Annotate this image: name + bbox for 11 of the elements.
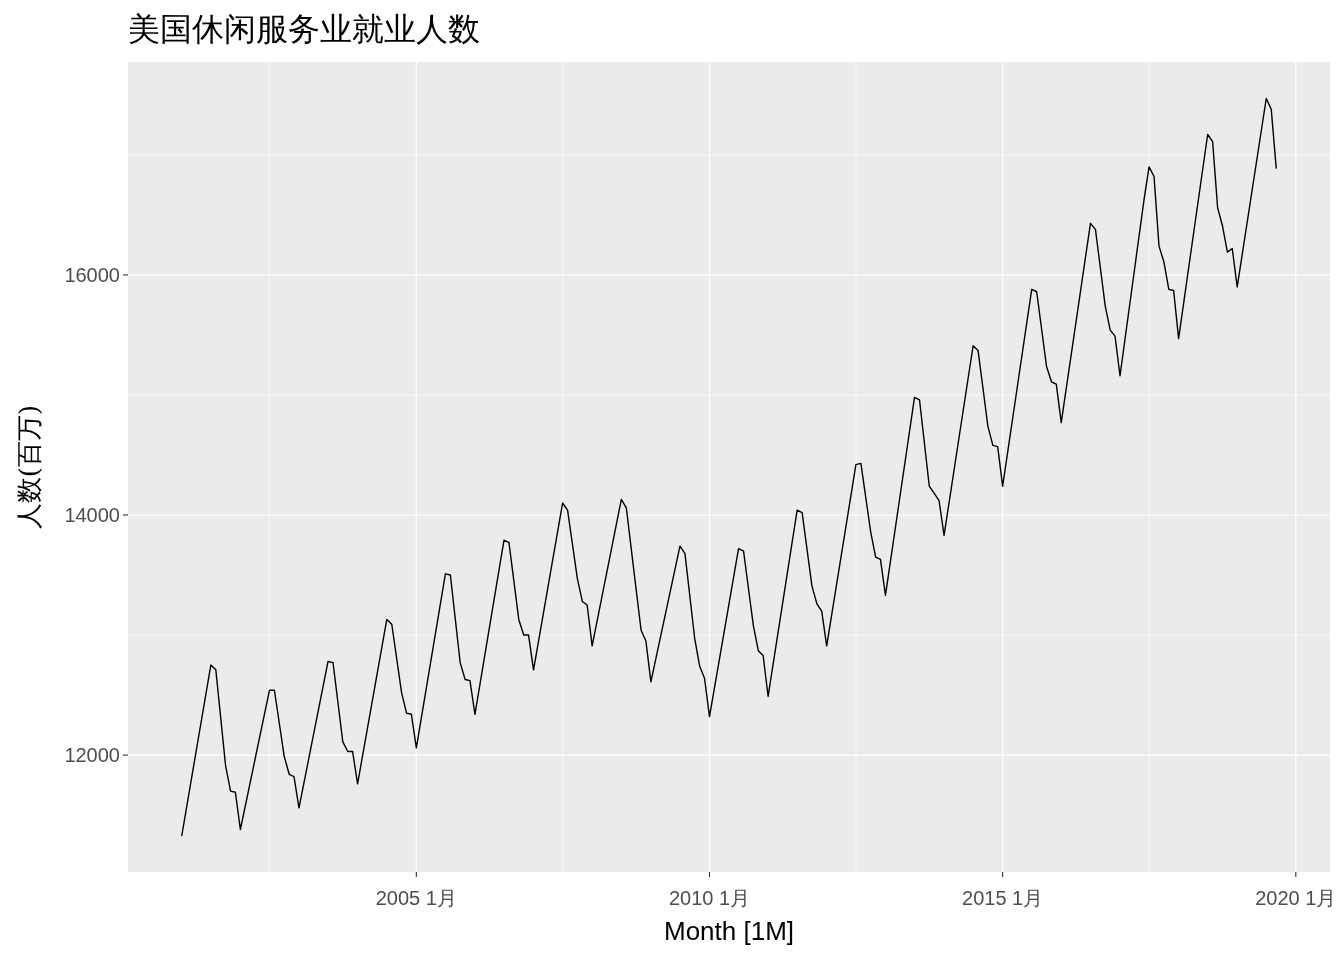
chart-title: 美国休闲服务业就业人数	[128, 10, 480, 48]
x-axis-title: Month [1M]	[663, 916, 795, 946]
y-tick-label: 14000	[64, 504, 120, 527]
x-tick-label: 2005 1月	[375, 887, 457, 909]
x-tick-label: 2020 1月	[1255, 887, 1337, 909]
x-tick-label: 2015 1月	[962, 887, 1044, 909]
x-tick-label: 2010 1月	[668, 887, 751, 909]
y-tick-label: 16000	[64, 263, 120, 286]
y-tick-label: 12000	[64, 744, 120, 767]
y-axis-title: 人数(百万)	[14, 404, 44, 530]
line-series	[181, 97, 1277, 837]
